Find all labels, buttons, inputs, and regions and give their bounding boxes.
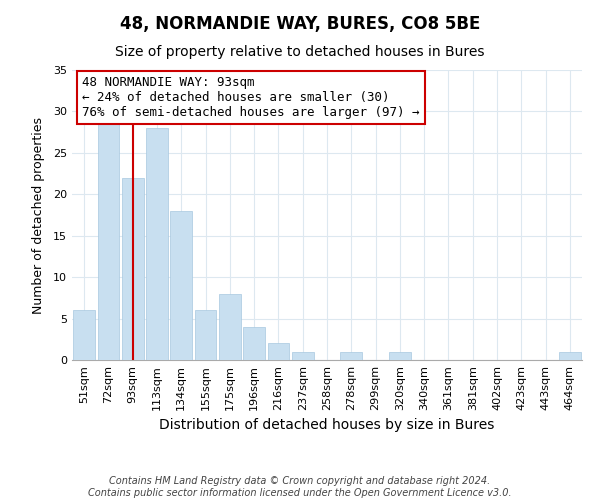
Text: Size of property relative to detached houses in Bures: Size of property relative to detached ho… — [115, 45, 485, 59]
Bar — [243, 327, 265, 360]
Bar — [340, 352, 362, 360]
Bar — [389, 352, 411, 360]
Text: 48, NORMANDIE WAY, BURES, CO8 5BE: 48, NORMANDIE WAY, BURES, CO8 5BE — [120, 15, 480, 33]
X-axis label: Distribution of detached houses by size in Bures: Distribution of detached houses by size … — [160, 418, 494, 432]
Y-axis label: Number of detached properties: Number of detached properties — [32, 116, 44, 314]
Bar — [268, 344, 289, 360]
Text: Contains HM Land Registry data © Crown copyright and database right 2024.
Contai: Contains HM Land Registry data © Crown c… — [88, 476, 512, 498]
Bar — [73, 310, 95, 360]
Bar — [194, 310, 217, 360]
Bar — [146, 128, 168, 360]
Text: 48 NORMANDIE WAY: 93sqm
← 24% of detached houses are smaller (30)
76% of semi-de: 48 NORMANDIE WAY: 93sqm ← 24% of detache… — [82, 76, 420, 119]
Bar — [219, 294, 241, 360]
Bar — [97, 120, 119, 360]
Bar — [170, 211, 192, 360]
Bar — [292, 352, 314, 360]
Bar — [122, 178, 143, 360]
Bar — [559, 352, 581, 360]
